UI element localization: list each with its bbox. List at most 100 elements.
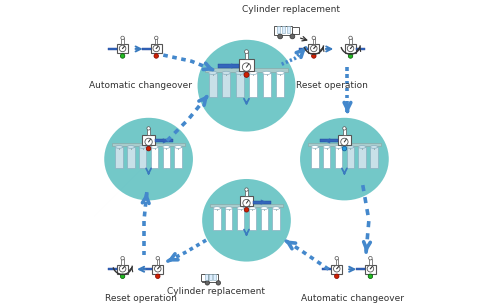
Bar (112, 143, 185, 146)
Bar (323, 147, 330, 168)
Circle shape (121, 256, 124, 260)
Circle shape (154, 266, 161, 272)
Bar (276, 73, 284, 97)
Circle shape (312, 54, 316, 58)
Circle shape (244, 207, 249, 212)
Circle shape (145, 138, 152, 146)
Ellipse shape (370, 146, 378, 148)
Ellipse shape (249, 71, 257, 74)
Text: Reset operation: Reset operation (105, 294, 177, 303)
Bar (222, 73, 230, 97)
Circle shape (312, 36, 316, 40)
Ellipse shape (127, 146, 135, 148)
Bar (225, 208, 232, 230)
Bar (370, 147, 378, 168)
Bar (127, 147, 135, 168)
Circle shape (121, 36, 124, 40)
Bar (108, 268, 117, 271)
Bar (349, 39, 352, 44)
Bar (322, 268, 331, 271)
Ellipse shape (358, 146, 366, 148)
Ellipse shape (115, 146, 123, 148)
Bar (239, 59, 254, 71)
Bar (274, 26, 292, 35)
Bar (151, 147, 158, 168)
Circle shape (349, 36, 352, 40)
Bar (347, 147, 354, 168)
Bar (155, 139, 174, 142)
Bar (249, 208, 256, 230)
Circle shape (147, 127, 150, 130)
Bar (209, 274, 212, 280)
Bar (163, 147, 170, 168)
Bar (313, 39, 315, 44)
Bar (152, 265, 163, 274)
Bar (117, 44, 128, 54)
Ellipse shape (222, 71, 230, 74)
Ellipse shape (139, 146, 146, 148)
Bar (335, 147, 342, 168)
Circle shape (368, 274, 373, 278)
Text: Cylinder replacement: Cylinder replacement (167, 287, 265, 296)
Bar (245, 189, 248, 196)
Bar (343, 128, 346, 135)
Circle shape (335, 256, 339, 260)
Bar (151, 44, 162, 54)
Circle shape (243, 63, 250, 71)
Ellipse shape (225, 207, 232, 210)
Bar (121, 39, 124, 44)
Ellipse shape (263, 71, 271, 74)
Circle shape (369, 256, 372, 260)
Bar (213, 274, 216, 280)
Bar (175, 147, 182, 168)
Bar (338, 135, 351, 145)
Ellipse shape (273, 207, 280, 210)
Circle shape (153, 45, 160, 52)
Bar (253, 200, 271, 203)
Bar (205, 68, 288, 72)
Circle shape (278, 34, 282, 39)
Bar (261, 208, 268, 230)
Bar (115, 147, 123, 168)
Text: Automatic changeover: Automatic changeover (301, 294, 404, 303)
Bar (121, 259, 124, 265)
Circle shape (290, 34, 295, 39)
Bar (210, 204, 283, 207)
Ellipse shape (311, 146, 318, 148)
Ellipse shape (323, 146, 330, 148)
Ellipse shape (347, 146, 354, 148)
Ellipse shape (261, 207, 268, 210)
Circle shape (216, 281, 220, 285)
Bar (282, 26, 285, 33)
Bar (155, 39, 157, 44)
Bar (299, 48, 308, 50)
Circle shape (155, 274, 160, 278)
Bar (358, 147, 366, 168)
Bar (209, 73, 217, 97)
Bar (356, 48, 365, 50)
Ellipse shape (335, 146, 342, 148)
Circle shape (333, 266, 340, 272)
Circle shape (311, 45, 317, 52)
Bar (273, 208, 280, 230)
Ellipse shape (151, 146, 158, 148)
Bar (365, 265, 376, 274)
Circle shape (154, 36, 158, 40)
Ellipse shape (300, 118, 389, 200)
Bar (108, 48, 117, 50)
Circle shape (334, 274, 339, 278)
Ellipse shape (276, 71, 284, 74)
Circle shape (119, 266, 126, 272)
Circle shape (119, 45, 126, 52)
Circle shape (156, 256, 160, 260)
Circle shape (348, 54, 353, 58)
Bar (236, 73, 244, 97)
Ellipse shape (237, 207, 244, 210)
Bar (139, 147, 146, 168)
Bar (308, 44, 319, 54)
Circle shape (245, 188, 248, 191)
Ellipse shape (175, 146, 182, 148)
Bar (156, 259, 159, 265)
Bar (147, 128, 150, 135)
Ellipse shape (202, 179, 291, 262)
